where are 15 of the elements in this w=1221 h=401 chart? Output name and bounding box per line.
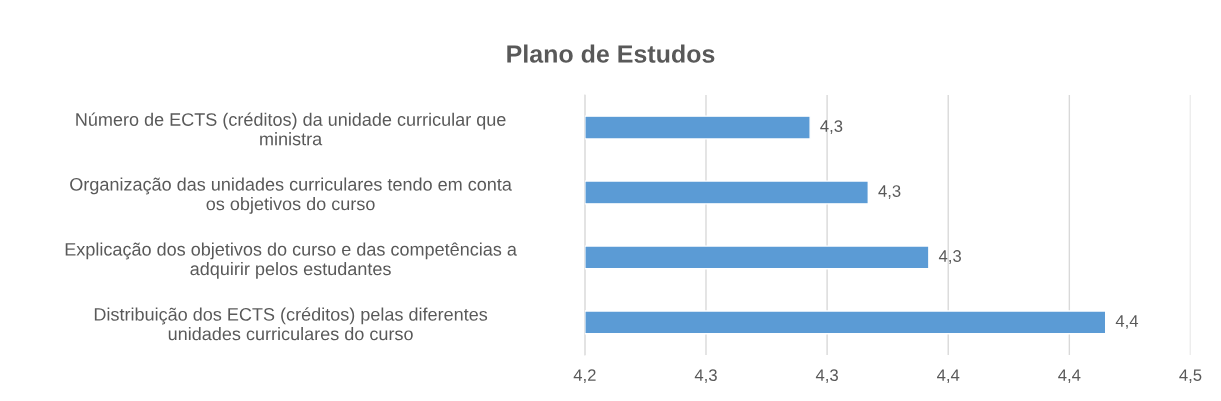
x-tick-label: 4,4 xyxy=(937,369,960,383)
data-label: 4,3 xyxy=(878,185,901,199)
data-label: 4,3 xyxy=(820,120,843,134)
x-tick-label: 4,5 xyxy=(1179,369,1202,383)
y-tick-label: Organização das unidades curriculares tendo em conta os objetivos do curso xyxy=(70,177,512,214)
x-tick-label: 4,4 xyxy=(1058,369,1081,383)
y-tick-label: Explicação dos objetivos do curso e das competências a adquirir pelos estudantes xyxy=(65,242,517,279)
y-tick-label: Distribuição dos ECTS (créditos) pelas diferentes unidades curriculares do curso xyxy=(94,307,488,341)
x-tick-label: 4,3 xyxy=(815,369,838,383)
chart-title: Plano de Estudos xyxy=(507,44,715,63)
y-tick-label: Número de ECTS (créditos) da unidade curricular que ministra xyxy=(76,112,506,146)
x-tick-label: 4,3 xyxy=(694,369,717,383)
x-tick-label: 4,2 xyxy=(573,369,596,383)
data-label: 4,4 xyxy=(1115,315,1139,329)
data-label: 4,3 xyxy=(938,250,961,264)
